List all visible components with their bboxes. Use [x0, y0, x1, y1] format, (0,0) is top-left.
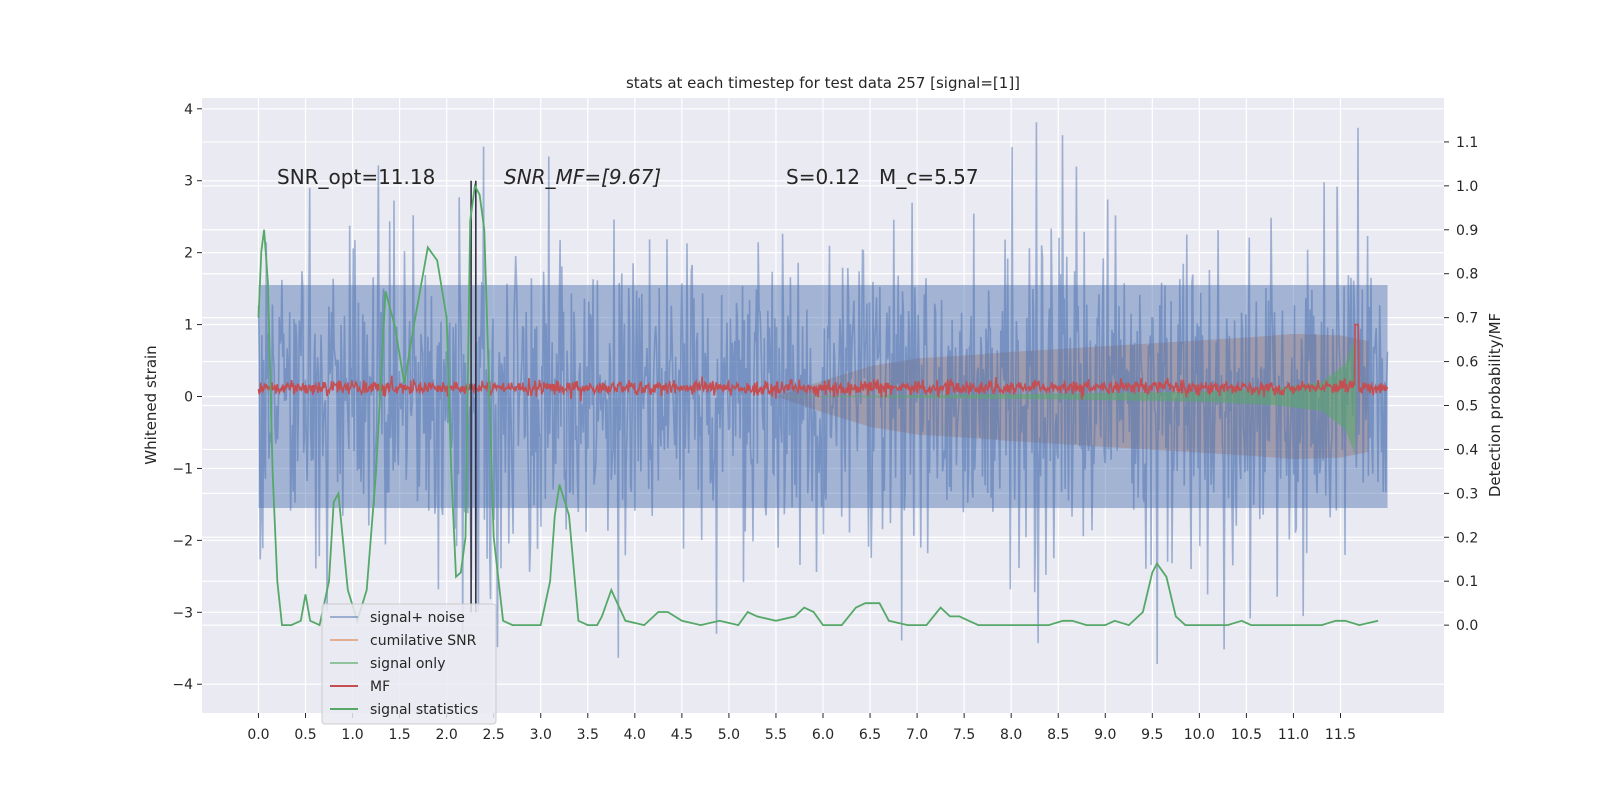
x-tick-label: 6.5 [859, 727, 881, 743]
y-tick-label: 3 [184, 174, 193, 190]
x-tick-label: 8.0 [1000, 727, 1022, 743]
annotations: SNR_opt=11.18 SNR_MF=[9.67] S=0.12 M_c=5… [277, 165, 979, 189]
x-tick-label: 7.0 [906, 727, 928, 743]
y2-tick-label: 0.4 [1456, 442, 1478, 458]
x-tick-label: 9.0 [1094, 727, 1116, 743]
y-tick-label: −4 [172, 677, 193, 693]
legend-item-signal-statistics: signal statistics [330, 702, 478, 718]
y-tick-label: 1 [184, 318, 193, 334]
x-tick-label: 9.5 [1141, 727, 1163, 743]
x-tick-label: 7.5 [953, 727, 975, 743]
x-tick-label: 3.5 [577, 727, 599, 743]
y-tick-label: 0 [184, 390, 193, 406]
legend-item-cumilative-snr: cumilative SNR [330, 633, 477, 649]
y2-tick-label: 0.9 [1456, 223, 1478, 239]
x-tick-label: 11.5 [1325, 727, 1356, 743]
annotation-snr-mf: SNR_MF=[9.67] [504, 165, 661, 189]
y-tick-label: −1 [172, 461, 193, 477]
y-axis-label: Whitened strain [142, 345, 160, 464]
y2-tick-label: 0.1 [1456, 574, 1478, 590]
y-tick-label: 2 [184, 246, 193, 262]
legend-label: MF [370, 679, 390, 695]
axes: 0.0 0.5 1.0 1.5 2.0 2.5 3.0 3.5 4.0 4.5 5.0 5.5 6.0 6… [172, 102, 1478, 743]
x-tick-label: 4.5 [671, 727, 693, 743]
legend-label: signal+ noise [370, 610, 465, 626]
x-tick-label: 10.5 [1231, 727, 1262, 743]
x-tick-label: 6.0 [812, 727, 834, 743]
legend-item-mf: MF [330, 679, 390, 695]
signal-statistics-line [257, 183, 1379, 627]
y-tick-label: −3 [172, 605, 193, 621]
legend-label: signal only [370, 656, 445, 672]
x-tick-label: 5.5 [765, 727, 787, 743]
y2-axis-label: Detection probability/MF [1486, 313, 1504, 497]
y2-tick-label: 0.3 [1456, 486, 1478, 502]
x-tick-label: 2.5 [483, 727, 505, 743]
legend-item-signal-only: signal only [330, 656, 445, 672]
x-tick-label: 3.0 [530, 727, 552, 743]
y2-tick-label: 1.0 [1456, 179, 1478, 195]
y2-tick-label: 0.2 [1456, 530, 1478, 546]
legend: signal+ noise cumilative SNR signal only… [321, 603, 497, 725]
x-tick-label: 1.0 [341, 727, 363, 743]
mf-line [257, 323, 1389, 402]
x-tick-label: 2.0 [436, 727, 458, 743]
y-tick-label: −2 [172, 533, 193, 549]
y2-tick-label: 0.8 [1456, 267, 1478, 283]
legend-item-signal-noise: signal+ noise [330, 610, 465, 626]
y2-tick-label: 0.6 [1456, 355, 1478, 371]
y-tick-label: 4 [184, 102, 193, 118]
legend-box [321, 603, 497, 725]
x-tick-label: 11.0 [1278, 727, 1309, 743]
x-tick-label: 10.0 [1184, 727, 1215, 743]
y2-tick-label: 0.0 [1456, 618, 1478, 634]
x-tick-label: 8.5 [1047, 727, 1069, 743]
x-tick-label: 0.0 [247, 727, 269, 743]
legend-label: cumilative SNR [370, 633, 477, 649]
legend-label: signal statistics [370, 702, 478, 718]
x-tick-label: 1.5 [388, 727, 410, 743]
x-tick-label: 4.0 [624, 727, 646, 743]
chart-title: stats at each timestep for test data 257… [626, 74, 1020, 92]
signal-noise-line [257, 122, 1389, 665]
annotation-snr-opt: SNR_opt=11.18 [277, 165, 435, 189]
signal-only-chirp [776, 339, 1357, 455]
y2-tick-label: 0.7 [1456, 311, 1478, 327]
signal-statistics-layer [257, 183, 1379, 627]
y2-tick-label: 1.1 [1456, 135, 1478, 151]
vlines [470, 180, 477, 613]
y2-tick-label: 0.5 [1456, 399, 1478, 415]
annotation-s-mc: S=0.12 M_c=5.57 [786, 165, 979, 189]
x-tick-label: 0.5 [294, 727, 316, 743]
x-tick-label: 5.0 [718, 727, 740, 743]
mf-layer [257, 323, 1389, 402]
signal-only-layer [776, 339, 1357, 455]
